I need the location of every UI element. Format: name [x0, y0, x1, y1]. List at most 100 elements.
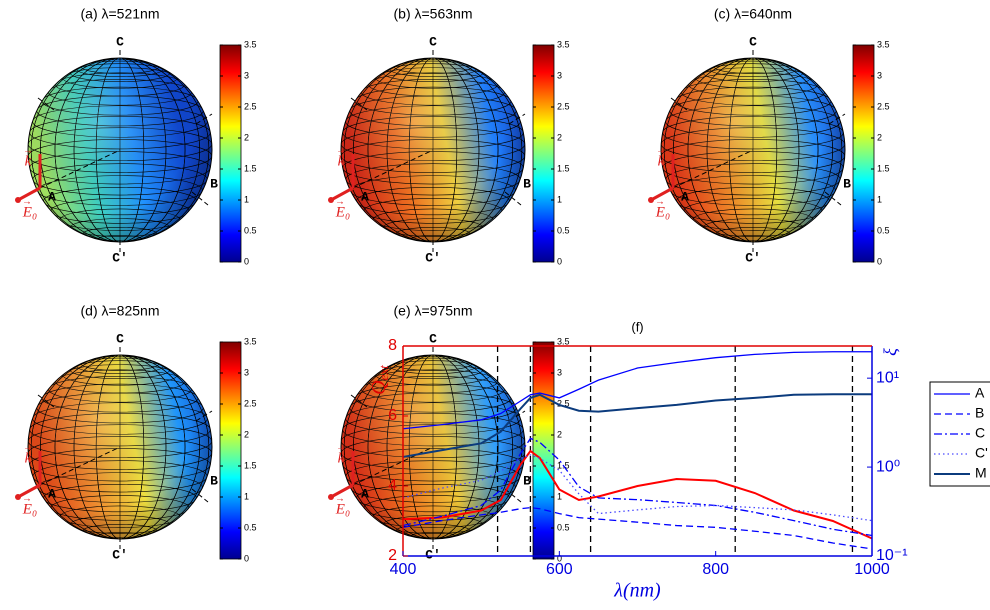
pole-label: C'	[112, 250, 128, 265]
arrow-mark: →	[22, 494, 32, 505]
y-tick-label: 6	[388, 407, 397, 424]
legend-label: B	[975, 405, 984, 421]
series-line	[402, 393, 872, 458]
point-label: B	[523, 176, 531, 191]
axis-guide	[504, 191, 522, 206]
point-label: B	[523, 473, 531, 488]
arrow-mark: →	[335, 494, 345, 505]
colorbar-tick-label: 0.5	[877, 225, 890, 235]
y-axis-label-sub: ext	[376, 365, 391, 381]
e-label: E₀	[335, 501, 350, 517]
axis-guide	[195, 410, 213, 422]
axis-guide	[824, 191, 842, 206]
colorbar-tick-label: 1.5	[877, 163, 890, 173]
point-label: A	[681, 189, 689, 204]
arrow-mark: →	[336, 443, 346, 454]
colorbar	[532, 44, 555, 263]
axis-guide	[39, 149, 121, 189]
panel-title: (c) λ=640nm	[714, 6, 792, 22]
axis-guide	[672, 149, 754, 189]
axis-guide	[195, 113, 213, 125]
arrow-mark: →	[22, 197, 32, 208]
y2-tick-label: 10⁰	[876, 458, 900, 475]
panel-title: (a) λ=521nm	[81, 6, 160, 22]
colorbar-tick-label: 0.5	[557, 522, 570, 532]
point-label: B	[843, 176, 851, 191]
pole-label: C'	[745, 250, 761, 265]
axis-guide	[350, 394, 368, 408]
colorbar-tick-label: 1.5	[557, 163, 570, 173]
point-label: A	[48, 189, 56, 204]
axis-guide	[352, 149, 434, 189]
panel-title: (b) λ=563nm	[394, 6, 473, 22]
k-label: k	[658, 153, 665, 169]
axis-guide	[39, 446, 121, 486]
colorbar-tick-label: 2.5	[877, 101, 890, 111]
k-label: k	[25, 450, 32, 466]
point-label: B	[210, 176, 218, 191]
pole-label: C'	[425, 547, 441, 562]
colorbar-tick-label: 2	[244, 132, 249, 142]
axis-guide	[504, 488, 522, 503]
point-label: A	[361, 486, 369, 501]
axis-guide	[508, 113, 526, 125]
y-tick-label: 4	[388, 477, 397, 494]
series-line	[402, 454, 873, 522]
colorbar-tick-label: 2.5	[557, 101, 570, 111]
series-line	[402, 506, 873, 550]
colorbar-tick-label: 0	[244, 553, 249, 563]
colorbar	[532, 341, 555, 560]
colorbar-tick-label: 2	[557, 132, 562, 142]
x-tick-label: 800	[702, 561, 729, 578]
pole-label: C'	[112, 547, 128, 562]
y2-tick-label: 10¹	[876, 369, 899, 386]
k-label: k	[25, 153, 32, 169]
axis-guide	[37, 394, 55, 408]
point-label: A	[48, 486, 56, 501]
colorbar-tick-label: 0.5	[244, 522, 257, 532]
colorbar	[852, 44, 875, 263]
axis-guide	[670, 97, 688, 111]
e-label: E₀	[22, 501, 37, 517]
axis-guide	[191, 191, 209, 206]
colorbar-tick-label: 2	[877, 132, 882, 142]
pole-label: C'	[425, 250, 441, 265]
colorbar-tick-label: 1	[877, 194, 882, 204]
y-tick-label: 8	[388, 337, 397, 354]
point-label: A	[361, 189, 369, 204]
colorbar-tick-label: 1	[557, 194, 562, 204]
arrow-mark: →	[655, 197, 665, 208]
x-tick-label: 1000	[854, 561, 890, 578]
colorbar-tick-label: 0	[877, 256, 882, 266]
colorbar-tick-label: 3	[557, 70, 562, 80]
colorbar-tick-label: 1	[244, 491, 249, 501]
colorbar-tick-label: 1	[244, 194, 249, 204]
colorbar-tick-label: 0.5	[557, 225, 570, 235]
arrow-mark: →	[23, 443, 33, 454]
x-tick-label: 400	[390, 561, 417, 578]
series-line	[402, 437, 873, 537]
point-label: B	[210, 473, 218, 488]
plot-lines	[402, 351, 873, 550]
e-vector	[17, 186, 41, 202]
colorbar-tick-label: 3.5	[244, 336, 257, 346]
colorbar-tick-label: 3	[557, 367, 562, 377]
colorbar-tick-label: 3.5	[244, 39, 257, 49]
y-axis-label-main: Q	[368, 380, 390, 395]
pole-label: C	[429, 34, 437, 49]
x-axis-label: λ(nm)	[613, 580, 661, 602]
pole-label: C	[116, 34, 124, 49]
e-label: E₀	[335, 204, 350, 220]
colorbar-tick-label: 3.5	[557, 39, 570, 49]
colorbar-tick-label: 1.5	[244, 460, 257, 470]
k-label: k	[338, 450, 345, 466]
colorbar-tick-label: 1	[557, 491, 562, 501]
panel-title: (e) λ=975nm	[394, 303, 473, 319]
legend-label: C'	[975, 445, 988, 461]
pole-label: C	[429, 331, 437, 346]
colorbar-tick-label: 0.5	[244, 225, 257, 235]
colorbar	[219, 341, 242, 560]
arrow-mark: →	[335, 197, 345, 208]
